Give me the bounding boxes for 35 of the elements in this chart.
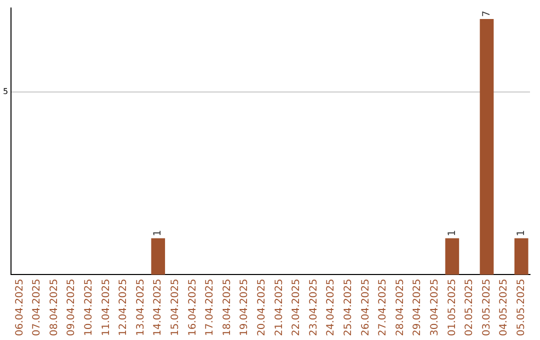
- x-tick-label: 16.04.2025: [187, 278, 198, 336]
- x-tick-label: 13.04.2025: [135, 278, 146, 336]
- x-tick-label: 07.04.2025: [32, 278, 43, 336]
- x-tick-label: 20.04.2025: [256, 278, 268, 336]
- x-tick-label: 22.04.2025: [291, 278, 302, 336]
- x-tick-label: 09.04.2025: [66, 278, 78, 336]
- x-tick-label: 15.04.2025: [170, 278, 182, 336]
- x-tick-label: 25.04.2025: [342, 278, 354, 336]
- x-tick-label: 24.04.2025: [326, 278, 337, 336]
- x-tick-label: 03.05.2025: [481, 278, 492, 336]
- x-tick-label: 26.04.2025: [360, 278, 372, 336]
- x-tick-label: 28.04.2025: [394, 278, 406, 336]
- x-tick-label: 27.04.2025: [378, 278, 389, 336]
- x-tick-label: 14.04.2025: [152, 278, 164, 336]
- data-label: 1: [516, 230, 527, 236]
- x-tick-label: 01.05.2025: [446, 278, 458, 336]
- data-label: 1: [152, 230, 164, 236]
- x-tick-label: 02.05.2025: [464, 278, 476, 336]
- data-label: 7: [481, 10, 492, 17]
- x-tick-label: 05.05.2025: [516, 278, 527, 336]
- x-tick-label: 29.04.2025: [412, 278, 424, 336]
- x-tick-label: 17.04.2025: [204, 278, 216, 336]
- y-tick-label: 5: [2, 87, 8, 96]
- x-tick-label: 23.04.2025: [308, 278, 320, 336]
- x-tick-label: 06.04.2025: [14, 278, 26, 336]
- x-tick-label: 19.04.2025: [239, 278, 250, 336]
- data-label: 1: [446, 230, 458, 236]
- x-tick-label: 04.05.2025: [498, 278, 510, 336]
- x-tick-label: 10.04.2025: [84, 278, 95, 336]
- x-tick-label: 11.04.2025: [100, 278, 112, 336]
- x-tick-label: 12.04.2025: [118, 278, 130, 336]
- x-tick-label: 18.04.2025: [222, 278, 233, 336]
- x-tick-label: 08.04.2025: [48, 278, 60, 336]
- x-tick-label: 30.04.2025: [429, 278, 440, 336]
- x-tick-label: 21.04.2025: [274, 278, 285, 336]
